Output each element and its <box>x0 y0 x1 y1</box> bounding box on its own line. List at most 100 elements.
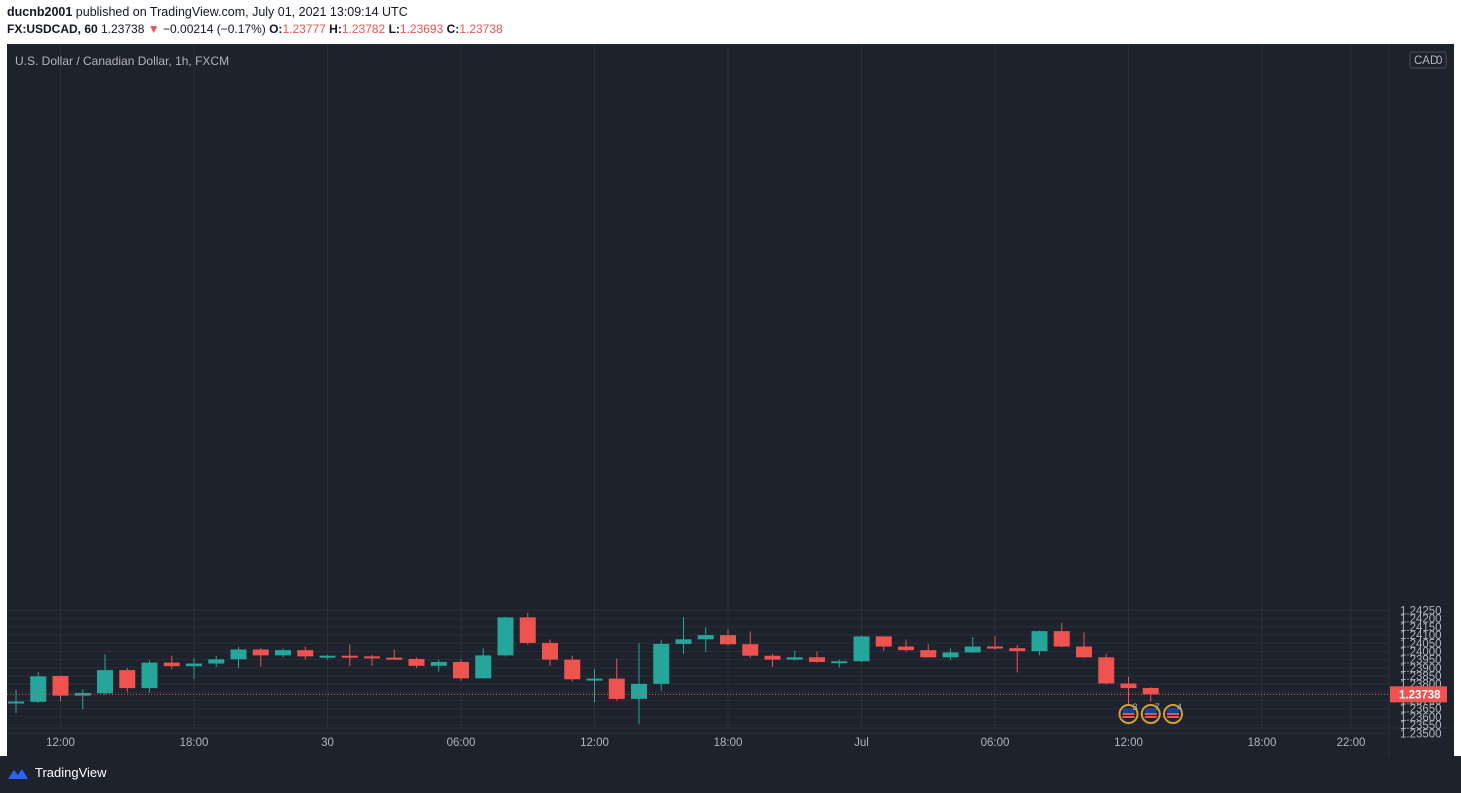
time-tick-label: 22:00 <box>1337 737 1366 749</box>
candle[interactable] <box>853 635 870 663</box>
candle-body <box>319 655 336 658</box>
candle[interactable] <box>675 617 692 655</box>
flag-stripe <box>1144 713 1157 715</box>
candle[interactable] <box>697 627 714 653</box>
candle[interactable] <box>608 658 625 701</box>
us-flag-event[interactable]: 7 <box>1140 702 1161 724</box>
candle-body <box>697 635 714 640</box>
candle[interactable] <box>52 675 69 702</box>
candle[interactable] <box>942 648 959 660</box>
candle[interactable] <box>275 648 291 658</box>
candle-body <box>564 659 581 680</box>
candle[interactable] <box>8 689 24 713</box>
candle[interactable] <box>1098 653 1115 685</box>
chart-panel[interactable]: U.S. Dollar / Canadian Dollar, 1h, FXCM … <box>7 44 1454 756</box>
us-flag-event[interactable]: 3 <box>1118 702 1139 724</box>
close-label: C: <box>446 22 460 36</box>
currency-badge[interactable] <box>1409 51 1447 69</box>
candle[interactable] <box>898 639 914 652</box>
candle[interactable] <box>119 667 136 693</box>
candle[interactable] <box>341 644 358 667</box>
candle[interactable] <box>653 639 670 691</box>
candle[interactable] <box>30 671 47 703</box>
price-tick-label: 1.23550 <box>1400 720 1442 732</box>
time-tick-label: 18:00 <box>1248 737 1277 749</box>
candle-body <box>497 617 514 656</box>
candle[interactable] <box>987 636 1003 650</box>
candle[interactable] <box>252 648 269 667</box>
candle-body <box>542 642 558 660</box>
candle-body <box>675 639 692 644</box>
time-tick-label: 18:00 <box>714 737 743 749</box>
candle[interactable] <box>497 616 514 657</box>
candle[interactable] <box>163 655 180 670</box>
candle[interactable] <box>319 654 336 660</box>
candle[interactable] <box>586 668 603 703</box>
time-tick-label: 12:00 <box>580 737 609 749</box>
us-flag-event[interactable]: 4 <box>1163 702 1183 724</box>
candle[interactable] <box>720 629 736 646</box>
candle-body <box>252 649 269 656</box>
candle[interactable] <box>408 657 425 668</box>
candle[interactable] <box>1120 676 1137 710</box>
candle[interactable] <box>453 659 469 681</box>
candle-body <box>230 649 247 660</box>
flag-stripe <box>1122 716 1135 718</box>
price-tick-label: 1.23850 <box>1400 671 1442 683</box>
candle[interactable] <box>186 658 202 679</box>
candle-body <box>141 662 158 689</box>
price-tick-label: 1.24000 <box>1400 646 1442 658</box>
candle[interactable] <box>964 637 981 653</box>
candle[interactable] <box>542 639 558 666</box>
candle[interactable] <box>1031 630 1048 656</box>
flag-canton <box>1167 708 1179 713</box>
candle[interactable] <box>920 644 937 658</box>
candle-body <box>809 657 825 662</box>
candle[interactable] <box>809 651 825 663</box>
close-value: 1.23738 <box>459 22 503 36</box>
price-tick-label: 1.24250 <box>1400 606 1442 618</box>
flag-stripe <box>1167 713 1179 715</box>
candle[interactable] <box>519 612 536 645</box>
event-count: 3 <box>1133 702 1138 712</box>
candle[interactable] <box>208 656 225 668</box>
candle[interactable] <box>430 659 447 672</box>
candle-body <box>119 670 136 689</box>
chart-title: U.S. Dollar / Canadian Dollar, 1h, FXCM <box>15 54 229 68</box>
tradingview-cloud-icon <box>8 768 28 779</box>
candle-body <box>1009 648 1026 652</box>
candlestick-chart[interactable]: U.S. Dollar / Canadian Dollar, 1h, FXCM … <box>7 44 1454 756</box>
candle-body <box>519 617 536 643</box>
candle[interactable] <box>786 650 803 661</box>
candle[interactable] <box>386 649 403 660</box>
candle[interactable] <box>475 648 492 679</box>
price-axis[interactable]: 1.235001.235501.236001.236501.237001.237… <box>1390 51 1447 740</box>
candle[interactable] <box>1076 632 1092 658</box>
candle[interactable] <box>875 636 892 651</box>
candle[interactable] <box>742 631 759 658</box>
candle-body <box>942 652 959 658</box>
tradingview-logo[interactable]: TradingView <box>6 765 107 780</box>
candle[interactable] <box>1053 622 1070 648</box>
candle[interactable] <box>141 660 158 694</box>
author-name[interactable]: ducnb2001 <box>7 5 73 19</box>
time-tick-label: 06:00 <box>981 737 1010 749</box>
candle[interactable] <box>97 654 113 695</box>
time-axis[interactable]: 12:00 18:00 30 06:00 12:00 18:00 Jul 06:00 12:00… <box>46 737 1365 749</box>
candle[interactable] <box>564 655 581 682</box>
publish-info: published on TradingView.com, July 01, 2… <box>75 5 408 19</box>
price-tick-label: 1.24150 <box>1400 622 1442 634</box>
candle-body <box>964 646 981 653</box>
candle-body <box>475 655 492 679</box>
candle[interactable] <box>364 654 380 667</box>
candle[interactable] <box>631 643 647 725</box>
currency-extra: 0 <box>1436 55 1442 67</box>
candle[interactable] <box>1009 644 1026 673</box>
candle-body <box>853 636 870 662</box>
candle[interactable] <box>831 659 848 668</box>
candle-body <box>8 701 24 704</box>
candle[interactable] <box>230 646 247 669</box>
candle[interactable] <box>764 653 781 667</box>
candle-body <box>631 683 647 699</box>
candle[interactable] <box>297 646 314 660</box>
